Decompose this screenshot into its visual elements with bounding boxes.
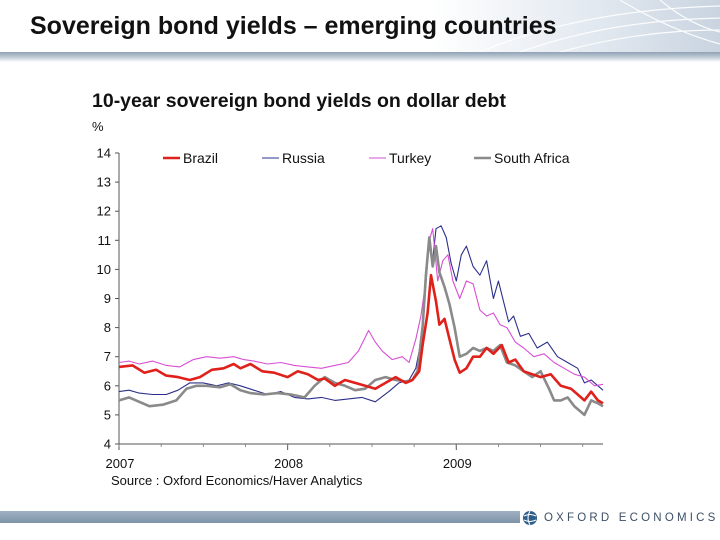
legend-label: South Africa (494, 150, 570, 166)
x-tick-label: 2008 (274, 456, 303, 471)
footer-logo: OXFORD ECONOMICS (522, 509, 719, 527)
chart-legend: Brazil Russia Turkey South Africa (163, 150, 570, 166)
globe-icon (523, 510, 537, 526)
y-axis-unit: % (92, 119, 104, 134)
legend-label: Russia (282, 150, 325, 166)
y-tick-label: 14 (97, 146, 111, 161)
y-tick-label: 8 (104, 320, 111, 335)
y-tick-label: 5 (104, 407, 111, 422)
y-tick-label: 4 (104, 437, 111, 452)
line-chart: 4 5 6 7 8 9 10 11 12 13 14 2007 2008 2009 Brazil Russi… (97, 146, 604, 471)
legend-label: Brazil (183, 150, 218, 166)
y-tick-label: 12 (97, 204, 111, 219)
slide-title: Sovereign bond yields – emerging countri… (30, 12, 557, 40)
header-rule (0, 52, 720, 62)
y-tick-label: 13 (97, 175, 111, 190)
x-tick-label: 2007 (106, 456, 135, 471)
y-tick-label: 9 (104, 291, 111, 306)
footer-bar (0, 511, 520, 523)
chart-title: 10-year sovereign bond yields on dollar … (92, 90, 506, 112)
header-decoration (479, 0, 720, 52)
y-tick-label: 7 (104, 349, 111, 364)
slide-header: Sovereign bond yields – emerging countri… (0, 0, 720, 52)
source-note: Source : Oxford Economics/Haver Analytic… (111, 473, 363, 488)
y-tick-label: 10 (97, 262, 111, 277)
series-line-brazil (118, 273, 604, 405)
x-tick-label: 2009 (443, 456, 472, 471)
series-layer (118, 225, 604, 417)
y-tick-label: 11 (98, 233, 112, 248)
chart-axes: 4 5 6 7 8 9 10 11 12 13 14 2007 2008 2009 (97, 146, 603, 471)
series-line-turkey (118, 228, 604, 387)
y-tick-label: 6 (104, 378, 111, 393)
legend-label: Turkey (389, 150, 431, 166)
series-line-south-africa (118, 236, 604, 417)
logo-text: OXFORD ECONOMICS (544, 512, 719, 524)
